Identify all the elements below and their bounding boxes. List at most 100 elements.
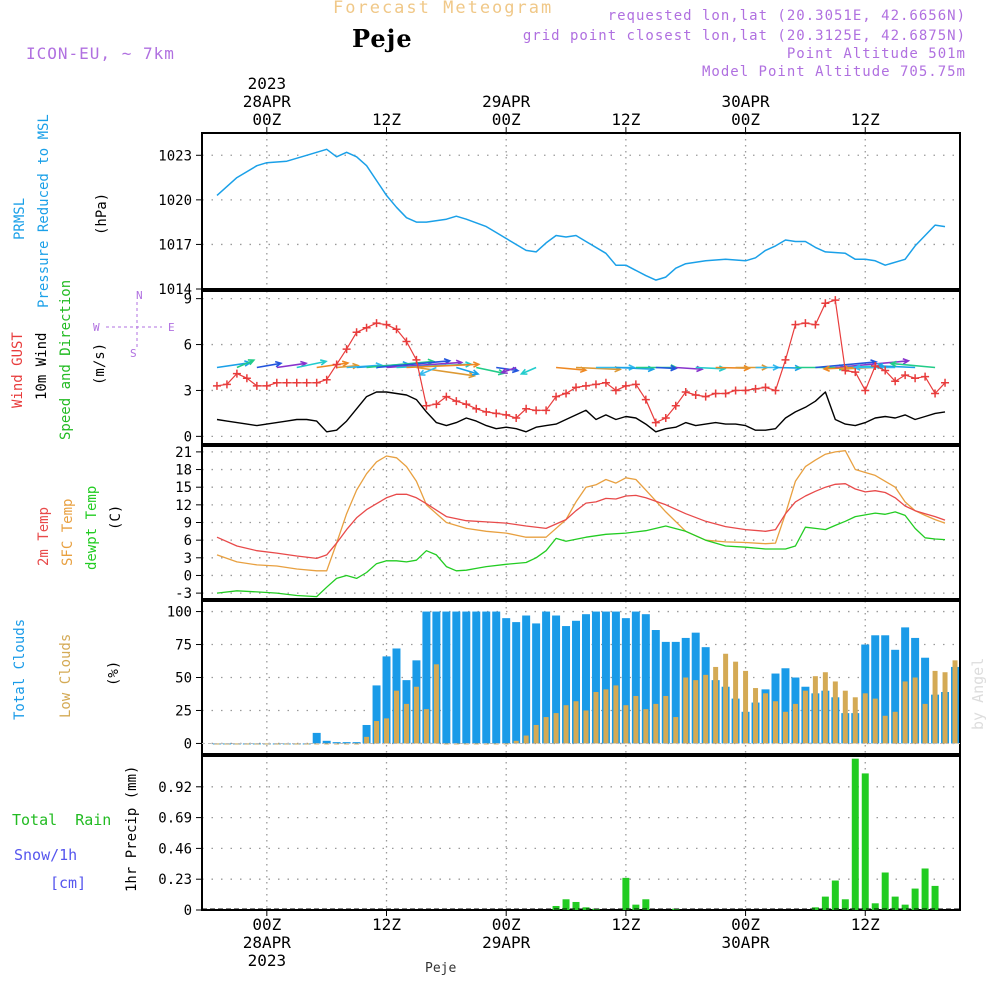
cloud-low-bar [703,674,709,744]
temp-dew-label: dewpt Temp [84,486,100,570]
cloud-low-bar [772,701,778,744]
wind-arrow [476,366,505,375]
wind-arrow-head [427,358,436,366]
cloud-low-bar [832,681,838,744]
cloud-total-bar [442,611,451,744]
cloud-low-bar [563,705,569,744]
wind-arrow-head [319,359,328,366]
bottom-time-label: 2023 [248,951,287,970]
cloud-low-bar [922,703,928,744]
cloud-total-bar [621,618,630,744]
cloud-low-bar [393,690,399,744]
wind-ytick-label: 9 [184,292,192,308]
cloud-low-bar [354,743,360,745]
wind-gust-marker [821,299,830,308]
bottom-time-label: 30APR [721,933,770,952]
cloud-low-bar [753,688,759,744]
wind-gust-marker [641,395,650,404]
wind-gust-marker [591,380,600,389]
cloud-total-bar [891,649,900,744]
wind-arrow [575,366,621,371]
wind-gust-marker [562,389,571,398]
cloud-low-bar [443,743,449,745]
compass-east: E [168,321,175,334]
clouds-ytick-label: 50 [175,671,192,687]
temp-dewpt-line [216,511,946,598]
wind-unit: (m/s) [92,343,108,385]
precip-rain-bar [931,885,939,910]
wind-gust-line [216,299,946,424]
wind-gust-marker [572,383,581,392]
wind-arrow [456,366,479,375]
model-altitude: Model Point Altitude 705.75m [701,64,966,80]
wind-gust-marker [382,320,391,329]
wind-gust-marker [851,368,860,377]
wind-arrow-head [889,360,897,368]
cloud-total-bar [781,668,790,744]
wind-gust-marker [681,387,690,396]
wind-gust-marker [901,371,910,380]
temp-sfc-line [216,450,946,572]
cloud-total-bar [601,611,610,744]
cloud-low-bar [902,681,908,744]
wind-10m-label: 10m Wind [34,333,50,400]
pressure-unit: (hPa) [94,193,110,235]
wind-gust-marker [462,400,471,409]
cloud-total-bar [671,641,680,744]
cloud-total-bar [382,656,391,744]
cloud-total-bar [881,635,890,744]
cloud-low-bar [683,677,689,744]
cloud-low-bar [264,743,270,745]
wind-gust-marker [781,355,790,364]
wind-gust-marker [751,384,760,393]
temperature-ytick-label: 9 [184,516,192,532]
precip-rain-bar [901,904,909,910]
precip-ytick-label: 0.23 [158,872,192,888]
cloud-low-bar [364,736,370,744]
chart-title: Forecast Meteogram [333,0,554,18]
temperature-ytick-label: 12 [175,498,192,514]
precip-rain-bar [861,773,869,910]
panels-layer: 10141017102010230369-3036912151821025507… [158,132,961,919]
wind-gust-marker [861,386,870,395]
wind-gust-marker [721,389,730,398]
wind-gust-marker [292,378,301,387]
wind-gust-marker [482,407,491,416]
wind-gust-marker [392,325,401,334]
cloud-low-bar [912,677,918,744]
clouds-ytick-label: 75 [175,638,192,654]
cloud-total-bar [512,622,521,744]
precip-rain-bar [871,903,879,910]
clouds-ytick-label: 0 [184,736,192,752]
cloud-low-bar [653,703,659,744]
wind-arrow [236,359,255,369]
wind-gust-marker [741,386,750,395]
clouds-ytick-label: 25 [175,703,192,719]
bottom-time-label: 28APR [243,933,292,952]
footer-location: Peje [425,961,456,976]
bottom-time-label: 00Z [731,915,760,934]
wind-direction-label: Speed and Direction [58,280,74,440]
wind-gust-marker [921,372,930,381]
clouds-panel: 0 25 50 75 100 [167,600,961,755]
cloud-low-bar [473,743,479,745]
point-altitude: Point Altitude 501m [786,46,966,62]
cloud-total-bar [552,615,561,744]
pressure-label-l2: Pressure Reduced to MSL [36,114,52,308]
cloud-total-bar [572,620,581,744]
wind-gust-marker [492,409,501,418]
cloud-low-bar [324,743,330,745]
temperature-ytick-label: 15 [175,480,192,496]
cloud-low-bar [583,710,589,744]
wind-arrow [419,366,437,376]
cloud-total-bar [542,611,551,744]
wind-arrow [824,366,856,370]
cloud-low-bar [374,721,380,744]
wind-gust-marker [671,401,680,410]
wind-arrow-head [244,360,252,367]
temp-2m-label: 2m Temp [36,507,52,566]
wind-gust-marker [811,320,820,329]
wind-arrow-head [519,368,528,375]
wind-arrow [276,362,307,369]
